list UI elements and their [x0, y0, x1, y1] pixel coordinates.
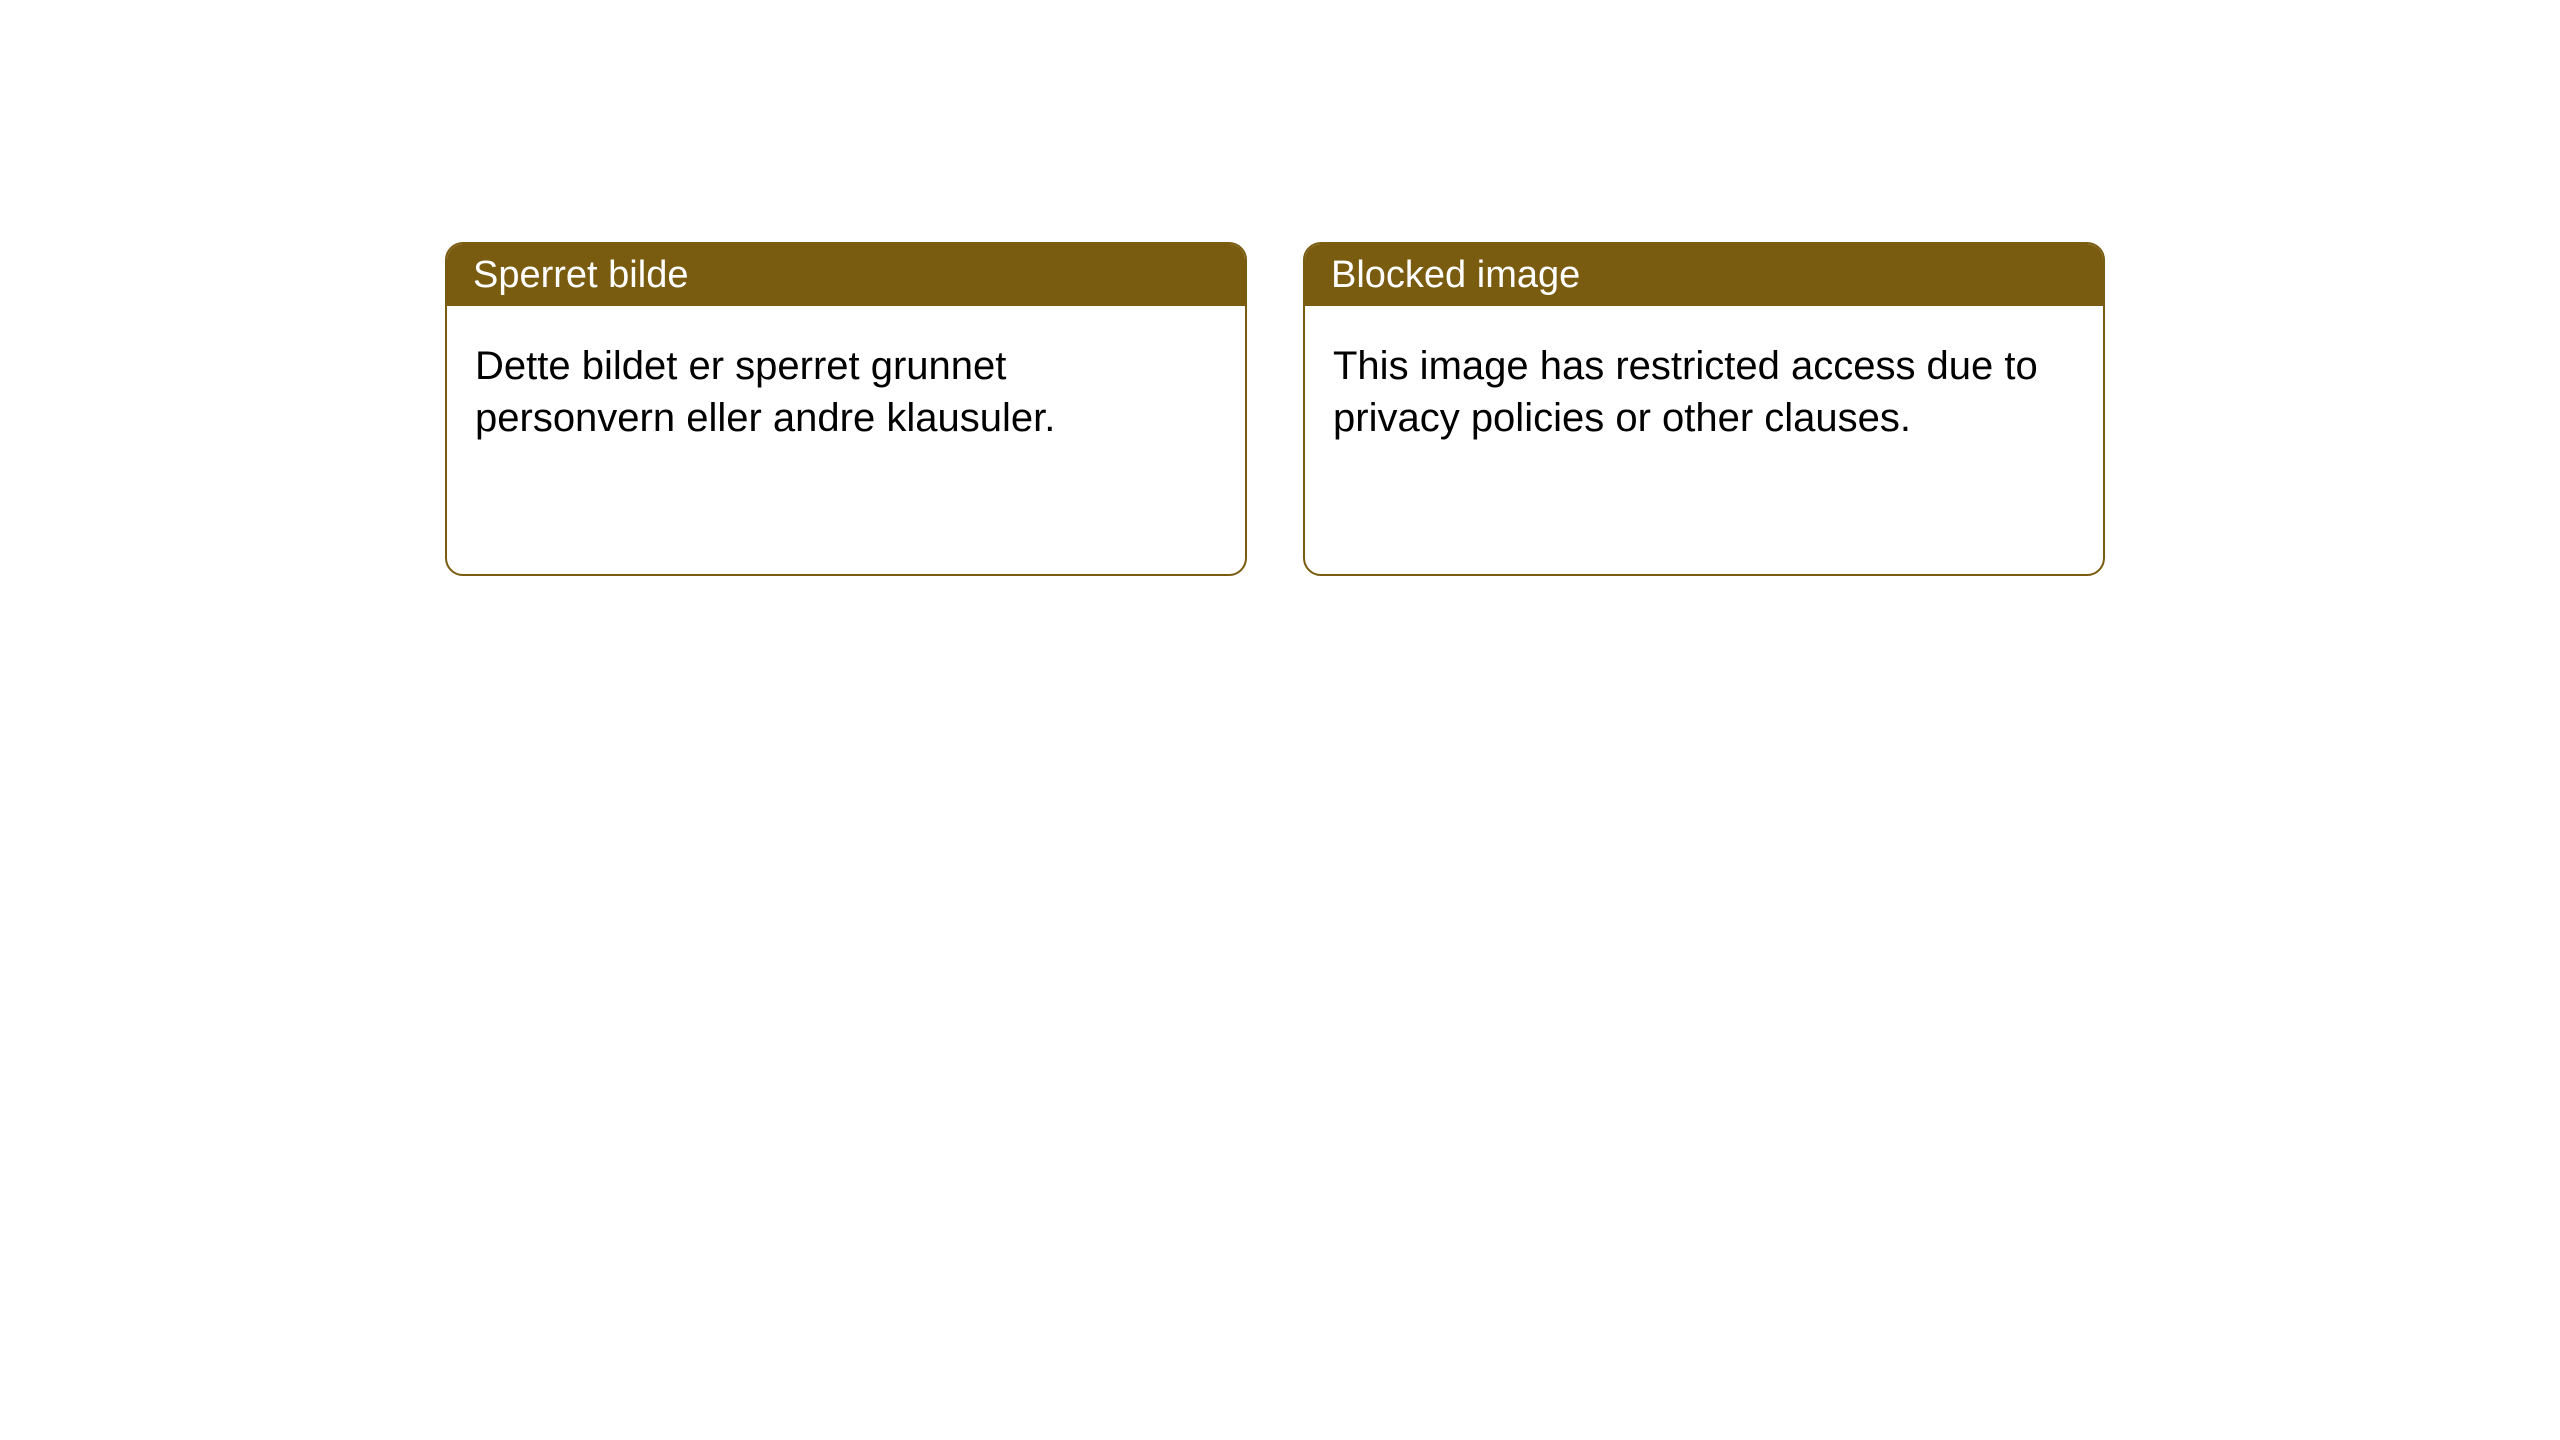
card-body-text: This image has restricted access due to … [1333, 344, 2038, 440]
blocked-image-card-norwegian: Sperret bilde Dette bildet er sperret gr… [445, 242, 1247, 576]
blocked-image-card-english: Blocked image This image has restricted … [1303, 242, 2105, 576]
card-header: Blocked image [1305, 244, 2103, 306]
card-body: This image has restricted access due to … [1305, 306, 2103, 478]
card-title: Blocked image [1331, 254, 1580, 297]
card-header: Sperret bilde [447, 244, 1245, 306]
card-body-text: Dette bildet er sperret grunnet personve… [475, 344, 1055, 440]
card-body: Dette bildet er sperret grunnet personve… [447, 306, 1245, 478]
card-title: Sperret bilde [473, 254, 688, 297]
notice-container: Sperret bilde Dette bildet er sperret gr… [0, 0, 2560, 576]
